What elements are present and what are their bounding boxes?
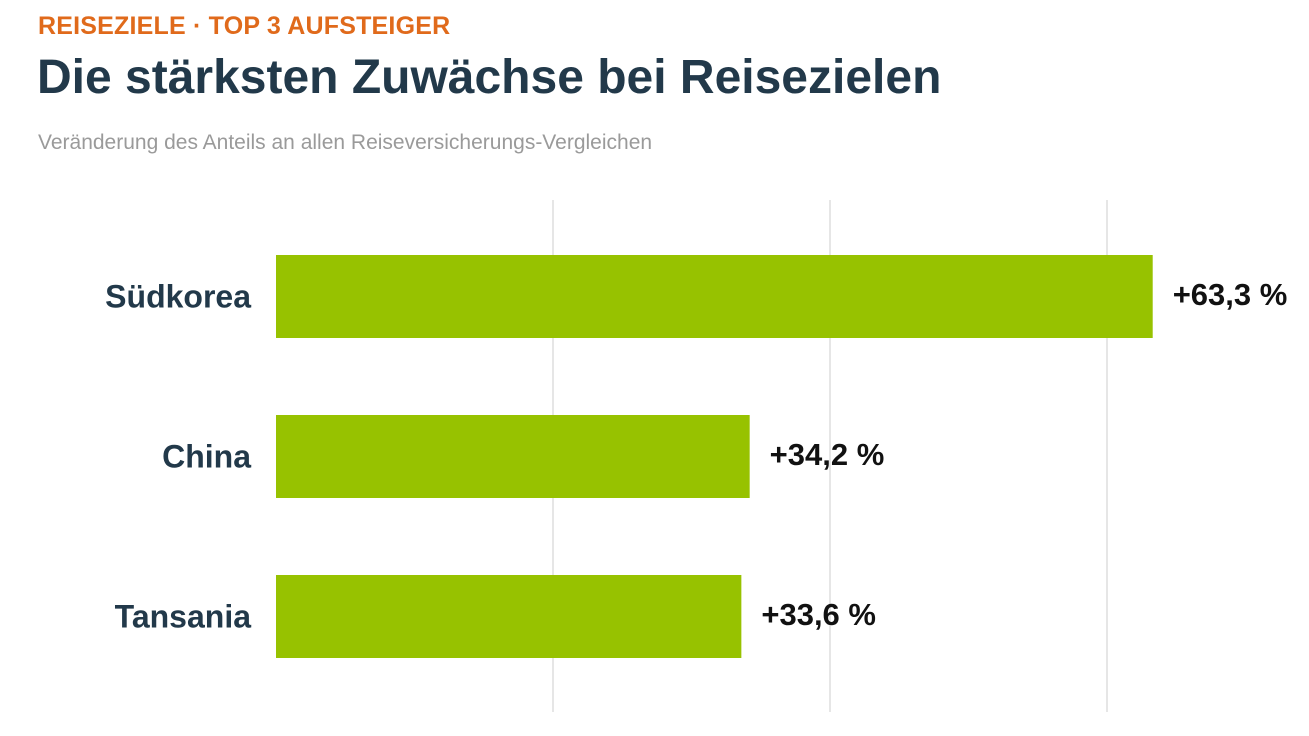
- bars: [276, 255, 1153, 658]
- bar-china: [276, 415, 750, 498]
- value-label: +34,2 %: [770, 437, 885, 472]
- chart-title: Die stärksten Zuwächse bei Reisezielen: [37, 51, 942, 104]
- category-label: Südkorea: [105, 279, 251, 315]
- chart-subtitle: Veränderung des Anteils an allen Reiseve…: [38, 131, 653, 154]
- labels: Südkorea +63,3 % China +34,2 % Tansania +33,6…: [105, 277, 1287, 635]
- category-label: Tansania: [115, 599, 252, 635]
- bar-südkorea: [276, 255, 1153, 338]
- category-label: China: [162, 439, 251, 475]
- bar-tansania: [276, 575, 742, 658]
- value-label: +63,3 %: [1173, 277, 1288, 312]
- chart-kicker: REISEZIELE · TOP 3 AUFSTEIGER: [38, 12, 451, 40]
- value-label: +33,6 %: [761, 597, 876, 632]
